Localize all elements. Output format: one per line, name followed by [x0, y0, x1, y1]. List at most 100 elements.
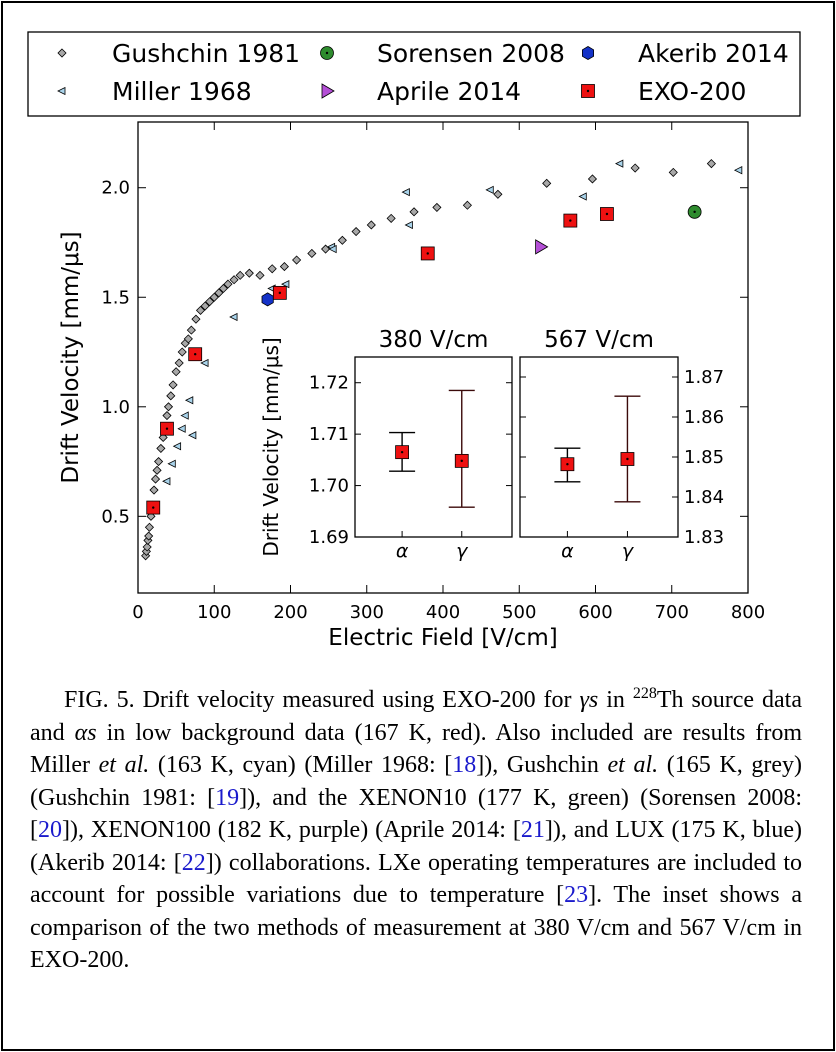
data-point: [214, 288, 224, 298]
data-point-dot: [278, 291, 282, 295]
data-point: [223, 279, 233, 289]
inset-x-tick-label: γ: [622, 540, 635, 562]
caption-text: (165 K, grey) (Gushchin 1981: [: [30, 752, 802, 811]
data-point: [432, 202, 442, 213]
data-point: [404, 220, 413, 230]
data-point: [188, 431, 197, 440]
data-point: [615, 159, 624, 168]
legend-label: Akerib 2014: [638, 39, 789, 68]
legend-label: Gushchin 1981: [112, 39, 300, 68]
legend-label: EXO-200: [638, 77, 746, 106]
citation-link[interactable]: 23: [564, 882, 589, 908]
series-exo-200: [146, 207, 614, 515]
inset-y-tick-label: 1.69: [309, 527, 349, 548]
data-point: [409, 207, 419, 217]
data-point: [186, 325, 196, 335]
inset-y-tick-label: 1.86: [684, 407, 724, 428]
data-point: [177, 424, 186, 433]
x-tick-label: 600: [578, 602, 612, 623]
caption-text: ]), XENON100 (182 K, purple) (Aprile 201…: [62, 817, 521, 843]
data-point: [180, 411, 189, 420]
data-point: [462, 200, 472, 210]
legend-marker: [57, 86, 66, 96]
data-point: [167, 459, 176, 468]
data-point: [578, 192, 587, 201]
data-point: [235, 270, 245, 280]
inset-y-tick-label: 1.70: [309, 476, 349, 497]
caption-text: ]. The inset shows a comparison of the t…: [30, 882, 802, 973]
data-point: [162, 410, 172, 421]
x-tick-label: 700: [655, 602, 689, 623]
legend-item: Akerib 2014: [582, 39, 789, 68]
inset-y-tick-label: 1.85: [684, 447, 724, 468]
data-point-dot: [152, 506, 155, 509]
data-point: [142, 542, 152, 552]
data-point: [366, 220, 376, 230]
citation-link[interactable]: 22: [181, 849, 206, 876]
data-point: [229, 312, 238, 322]
citation-link[interactable]: 19: [215, 784, 240, 811]
inset-y-tick-label: 1.72: [309, 373, 349, 394]
data-point: [386, 213, 396, 223]
x-axis-label: Electric Field [V/cm]: [328, 625, 557, 651]
caption-label: FIG. 5.: [64, 687, 135, 713]
citation-link[interactable]: 20: [38, 817, 62, 843]
data-point: [144, 522, 155, 532]
inset-y-tick-label: 1.87: [684, 367, 724, 388]
citation-link[interactable]: 21: [520, 817, 545, 843]
inset-y-axis-label: Drift Velocity [mm/μs]: [259, 337, 283, 556]
legend-box: [27, 31, 801, 117]
data-point: [166, 391, 176, 401]
legend-marker: [321, 83, 335, 99]
inset-frame: [519, 356, 679, 538]
caption-isotope: Th: [656, 687, 684, 713]
data-point: [172, 442, 182, 451]
inset-y-tick-label: 1.71: [309, 424, 349, 445]
caption-text: in: [598, 687, 633, 713]
data-point: [191, 314, 201, 324]
caption-text: ]), Gushchin: [476, 752, 608, 778]
data-point: [184, 396, 194, 405]
legend-item: Gushchin 1981: [57, 39, 300, 68]
y-axis-label: Drift Velocity [mm/μs]: [58, 231, 84, 483]
inset-y-tick-label: 1.84: [684, 487, 724, 508]
data-point: [261, 292, 274, 307]
y-tick-label: 1.5: [101, 287, 130, 308]
caption-gamma: γs: [579, 687, 599, 713]
legend-marker-dot: [325, 51, 329, 55]
caption-isotope-mass: 228: [632, 685, 657, 702]
caption-alpha: αs: [74, 719, 97, 746]
legend-item: Miller 1968: [57, 77, 252, 106]
citation-link[interactable]: 18: [452, 752, 477, 778]
series-akerib-2014: [261, 292, 274, 307]
data-point: [195, 305, 206, 315]
inset-data-point-dot: [460, 459, 463, 463]
data-point: [218, 283, 228, 294]
data-point: [255, 270, 265, 280]
data-point: [174, 358, 184, 368]
series-sorensen-2008: [687, 204, 702, 219]
data-point: [205, 297, 215, 307]
caption-text: Drift velocity measured using EXO-200 fo…: [134, 687, 580, 713]
data-point: [351, 226, 361, 237]
main-plot: 0 100 200 300 400 500 600 700 800 0.5 1.0 1.5 2.0 Ele…: [58, 121, 765, 651]
data-point: [279, 262, 289, 272]
x-tick-label: 300: [350, 602, 384, 623]
x-tick-label: 800: [731, 602, 765, 623]
legend-marker: [57, 48, 67, 58]
data-point: [292, 255, 302, 265]
drift-velocity-figure: 0 100 200 300 400 500 600 700 800 0.5 1.0 1.5 2.0 Ele…: [27, 31, 801, 651]
data-point: [267, 264, 277, 274]
data-point: [733, 166, 743, 175]
inset-x-tick-label: α: [396, 540, 409, 562]
inset-x-tick-label: α: [561, 540, 574, 562]
legend-label: Sorensen 2008: [377, 39, 565, 68]
caption-text: source data and: [30, 687, 802, 746]
data-point: [337, 235, 347, 245]
data-point: [171, 367, 181, 377]
data-point: [587, 174, 598, 184]
data-point: [200, 358, 209, 368]
data-point-dot: [569, 219, 572, 222]
data-point: [163, 402, 174, 412]
data-point: [668, 167, 678, 177]
